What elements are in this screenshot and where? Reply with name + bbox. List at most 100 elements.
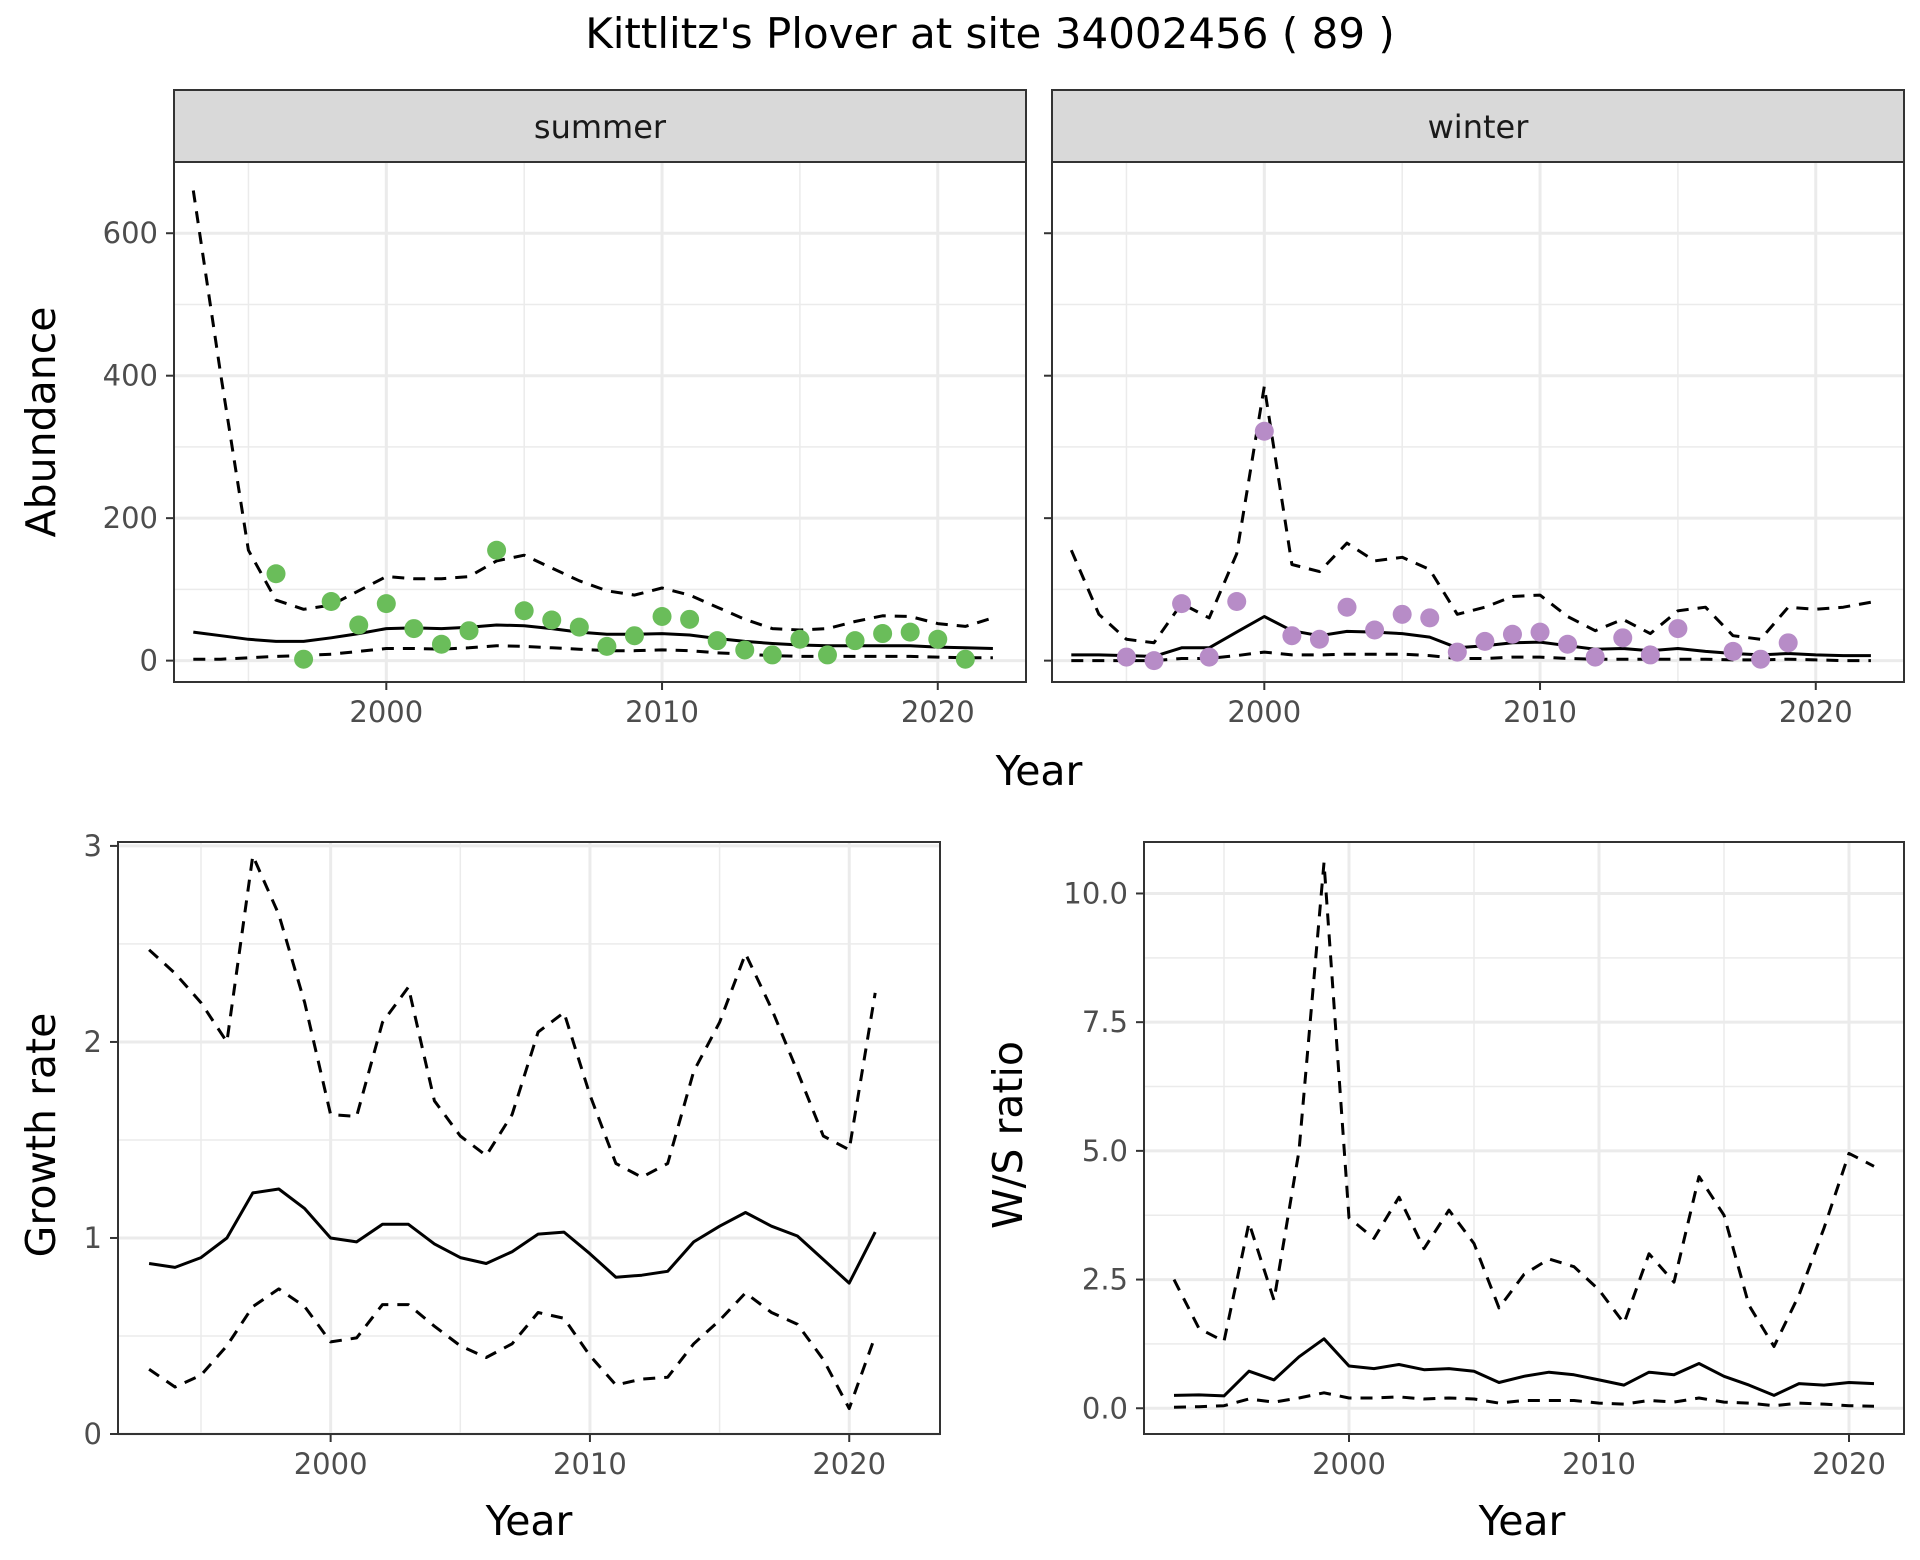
data-point bbox=[624, 626, 644, 646]
data-point bbox=[1365, 620, 1385, 640]
x-tick-label: 2020 bbox=[812, 1447, 886, 1481]
winter-panel: winter 2000 2010 2020 bbox=[1044, 89, 1905, 729]
data-point bbox=[597, 636, 617, 656]
data-point bbox=[1199, 647, 1219, 667]
ws-x-axis-title: Year bbox=[1478, 1497, 1566, 1545]
series-line-solid bbox=[1173, 1337, 1875, 1398]
growth-panel: 2000 2010 2020 0 1 2 3 bbox=[84, 829, 941, 1481]
data-point bbox=[294, 649, 314, 669]
data-point bbox=[487, 540, 507, 560]
ws-ratio-panel: 2000 2010 2020 0.0 2.5 5.0 7.5 10.0 bbox=[1063, 841, 1905, 1481]
series-line-solid bbox=[1071, 615, 1871, 658]
x-tick-label: 2020 bbox=[901, 695, 975, 729]
x-tick-label: 2010 bbox=[553, 1447, 627, 1481]
data-point bbox=[1530, 622, 1550, 642]
data-point bbox=[1558, 634, 1578, 654]
y-tick-label: 10.0 bbox=[1063, 876, 1128, 910]
summer-strip-label: summer bbox=[534, 108, 667, 146]
data-point bbox=[1640, 645, 1660, 665]
data-point bbox=[1613, 628, 1633, 648]
data-point bbox=[1447, 642, 1467, 662]
winter-strip bbox=[1051, 89, 1905, 163]
data-point bbox=[1254, 421, 1274, 441]
x-tick-label: 2000 bbox=[1312, 1447, 1386, 1481]
data-point bbox=[790, 629, 810, 649]
data-point bbox=[1585, 647, 1605, 667]
data-point bbox=[1420, 608, 1440, 628]
series-line-dashed-1 bbox=[148, 854, 877, 1179]
data-point bbox=[321, 592, 341, 612]
data-point bbox=[542, 610, 562, 630]
data-point bbox=[1309, 629, 1329, 649]
data-point bbox=[1227, 592, 1247, 612]
y-tick-label: 2 bbox=[84, 1025, 102, 1059]
series-line-solid bbox=[148, 1187, 877, 1285]
data-point bbox=[762, 645, 782, 665]
x-tick-label: 2010 bbox=[1503, 695, 1577, 729]
y-tick-label: 1 bbox=[84, 1221, 102, 1255]
y-tick-label: 200 bbox=[103, 501, 158, 535]
x-tick-label: 2000 bbox=[294, 1447, 368, 1481]
y-tick-label: 5.0 bbox=[1082, 1134, 1128, 1168]
data-point bbox=[349, 615, 369, 635]
data-point bbox=[1337, 597, 1357, 617]
growth-y-axis-title: Growth rate bbox=[17, 1013, 65, 1258]
data-point bbox=[680, 609, 700, 629]
data-point bbox=[928, 629, 948, 649]
x-tick-label: 2010 bbox=[625, 695, 699, 729]
data-point bbox=[569, 617, 589, 637]
data-point bbox=[1144, 651, 1164, 671]
y-tick-label: 0 bbox=[84, 1417, 102, 1451]
summer-strip bbox=[173, 89, 1027, 163]
x-tick-label: 2000 bbox=[1227, 695, 1301, 729]
y-tick-label: 400 bbox=[103, 359, 158, 393]
winter-strip-label: winter bbox=[1428, 108, 1530, 146]
x-tick-label: 2020 bbox=[1812, 1447, 1886, 1481]
panel-border bbox=[117, 841, 941, 1435]
data-point bbox=[1502, 624, 1522, 644]
data-point bbox=[955, 649, 975, 669]
data-point bbox=[1778, 633, 1798, 653]
data-point bbox=[652, 606, 672, 626]
panel-border bbox=[1143, 841, 1905, 1435]
top-y-axis-title: Abundance bbox=[17, 307, 65, 538]
y-tick-label: 3 bbox=[84, 829, 102, 863]
x-tick-label: 2000 bbox=[349, 695, 423, 729]
data-point bbox=[735, 640, 755, 660]
data-point bbox=[1751, 649, 1771, 669]
data-point bbox=[1172, 594, 1192, 614]
y-tick-label: 2.5 bbox=[1082, 1263, 1128, 1297]
y-tick-label: 0 bbox=[140, 644, 158, 678]
y-tick-label: 7.5 bbox=[1082, 1005, 1128, 1039]
ws-y-axis-title: W/S ratio bbox=[984, 1041, 1032, 1229]
data-point bbox=[900, 622, 920, 642]
series-line-solid bbox=[193, 623, 993, 650]
data-point bbox=[1723, 641, 1743, 661]
data-point bbox=[707, 631, 727, 651]
series-line-dashed-1 bbox=[191, 190, 994, 632]
data-point bbox=[873, 624, 893, 644]
data-point bbox=[404, 619, 424, 639]
data-point bbox=[266, 564, 286, 584]
data-point bbox=[514, 601, 534, 621]
data-point bbox=[1668, 619, 1688, 639]
data-point bbox=[1282, 626, 1302, 646]
series-line-dashed-1 bbox=[1172, 861, 1875, 1348]
series-line-dashed-1 bbox=[1069, 384, 1872, 645]
data-point bbox=[817, 645, 837, 665]
data-point bbox=[1392, 604, 1412, 624]
summer-panel: summer 2000 2010 2020 0 200 400 600 bbox=[103, 89, 1027, 729]
panel-border bbox=[1051, 161, 1905, 683]
panel-border bbox=[173, 161, 1027, 683]
data-point bbox=[431, 634, 451, 654]
x-tick-label: 2020 bbox=[1779, 695, 1853, 729]
figure-title: Kittlitz's Plover at site 34002456 ( 89 … bbox=[585, 9, 1395, 58]
data-point bbox=[845, 631, 865, 651]
data-point bbox=[1116, 647, 1136, 667]
series-line-dashed-2 bbox=[148, 1287, 877, 1410]
series-line-dashed-2 bbox=[193, 644, 993, 661]
data-point bbox=[376, 594, 396, 614]
data-point bbox=[1475, 631, 1495, 651]
y-tick-label: 0.0 bbox=[1082, 1391, 1128, 1425]
